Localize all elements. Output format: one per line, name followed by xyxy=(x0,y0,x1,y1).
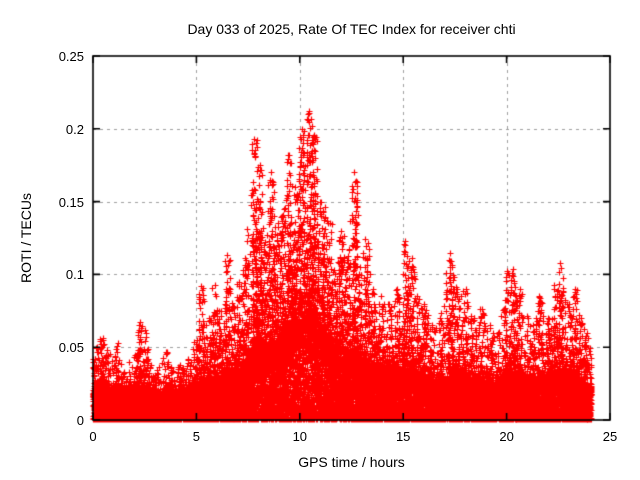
x-axis-label: GPS time / hours xyxy=(298,454,405,470)
y-tick-label-0.25: 0.25 xyxy=(58,49,84,64)
x-tick-label-5: 5 xyxy=(192,429,200,444)
y-tick-label-0.05: 0.05 xyxy=(58,340,84,356)
y-tick-label-0: 0 xyxy=(76,413,84,428)
y-tick-label-0.1: 0.1 xyxy=(65,267,84,283)
x-tick-label-10: 10 xyxy=(292,429,308,444)
y-tick-label-0.2: 0.2 xyxy=(65,121,84,137)
y-tick-label-0.15: 0.15 xyxy=(58,194,84,210)
x-tick-label-25: 25 xyxy=(602,429,618,444)
x-tick-label-0: 0 xyxy=(89,429,97,444)
x-tick-label-15: 15 xyxy=(395,429,411,444)
chart-title: Day 033 of 2025, Rate Of TEC Index for r… xyxy=(187,21,516,37)
x-tick-label-20: 20 xyxy=(499,429,514,444)
